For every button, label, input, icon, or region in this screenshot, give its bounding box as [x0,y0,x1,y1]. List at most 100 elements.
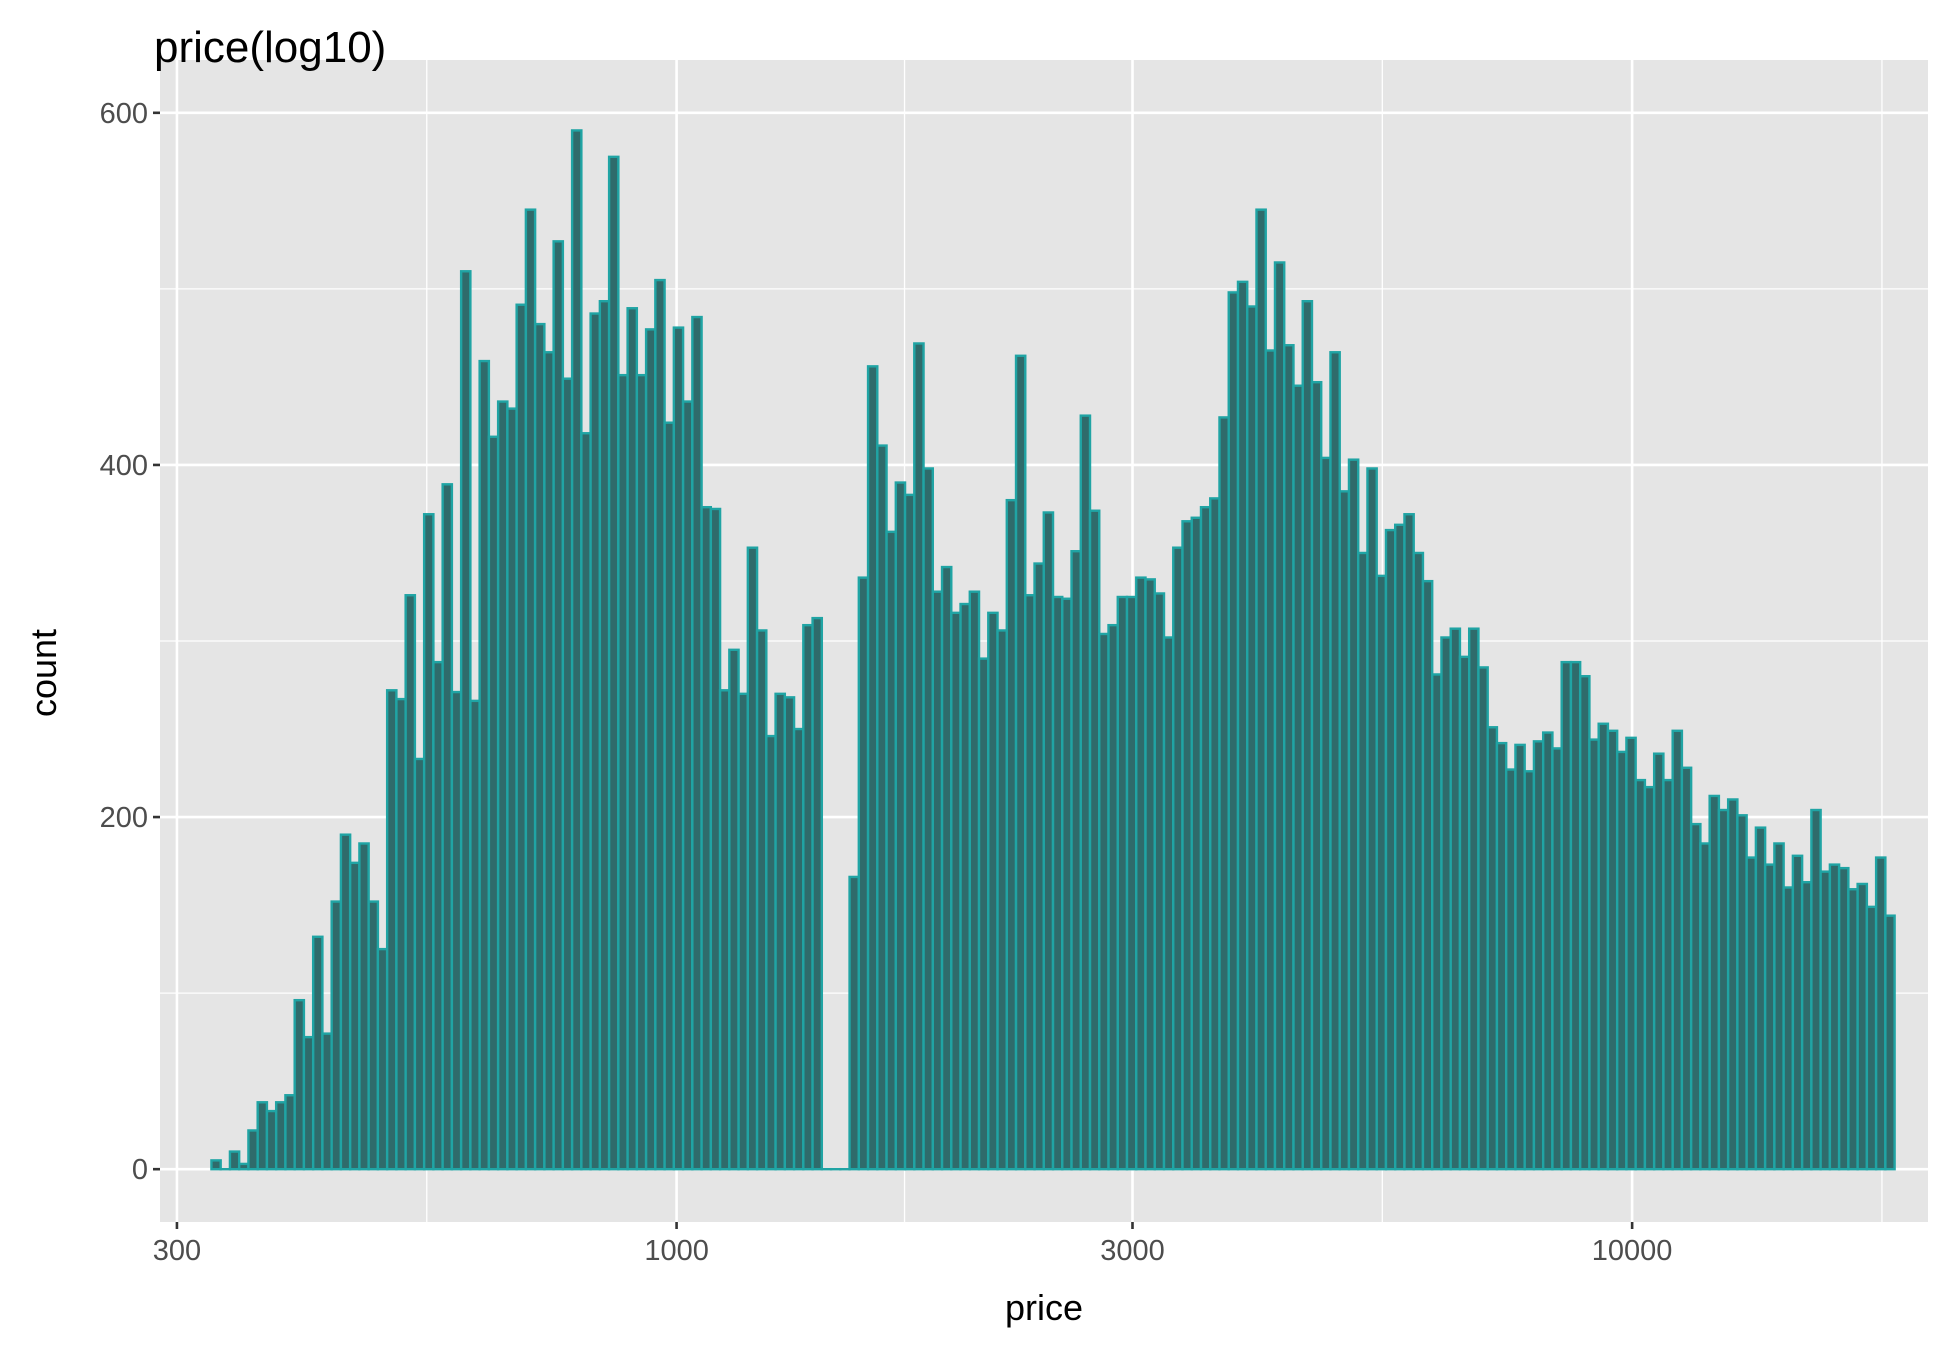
histogram-bar [1330,352,1339,1169]
histogram-bar [285,1095,294,1169]
histogram-bar [1673,731,1682,1169]
histogram-bar [628,308,637,1169]
histogram-bar [1062,599,1071,1169]
histogram-bar [1377,576,1386,1169]
histogram-bar [794,729,803,1169]
histogram-bar [942,567,951,1169]
histogram-bar [313,937,322,1169]
histogram-bar [720,690,729,1169]
histogram-bar [702,507,711,1169]
histogram-bar [729,650,738,1169]
histogram-bar [1534,741,1543,1169]
histogram-bar [1081,416,1090,1170]
histogram-bar [785,697,794,1169]
histogram-bar [1626,738,1635,1169]
histogram-bar [1700,843,1709,1169]
histogram-bar [1146,579,1155,1169]
histogram-bar [1784,887,1793,1169]
histogram-bar [637,375,646,1169]
histogram-bar [609,157,618,1169]
histogram-bar [618,375,627,1169]
histogram-bar [1182,521,1191,1169]
histogram-bar [211,1160,220,1169]
histogram-bar [766,736,775,1169]
histogram-bar [295,1000,304,1169]
y-axis-title: count [23,629,64,717]
histogram-bar [396,699,405,1169]
histogram-bar [1571,662,1580,1169]
histogram-bar [1515,745,1524,1169]
histogram-bar [1858,884,1867,1169]
histogram-bar [572,130,581,1169]
histogram-bar [369,902,378,1170]
histogram-bar [239,1164,248,1169]
histogram-bar [1497,743,1506,1169]
histogram-bar [905,495,914,1169]
histogram-bar [1044,512,1053,1169]
histogram-bar [1774,843,1783,1169]
histogram-bar [1210,498,1219,1169]
histogram-bar [1358,553,1367,1169]
histogram-bar [1423,581,1432,1169]
histogram-bar [859,578,868,1170]
histogram-bar [1284,345,1293,1169]
histogram-bar [424,514,433,1169]
histogram-bar [1099,634,1108,1169]
histogram-bar [1719,810,1728,1169]
histogram-bar [1164,637,1173,1169]
histogram-bar [1275,262,1284,1169]
histogram-bar [1848,889,1857,1169]
histogram-bar [1229,292,1238,1169]
histogram-bar [1765,865,1774,1170]
histogram-bar [1266,351,1275,1170]
histogram-bar [1016,356,1025,1169]
histogram-bar [924,468,933,1169]
histogram-bar [230,1152,239,1170]
histogram-bar [535,324,544,1169]
histogram-bar [480,361,489,1169]
x-tick-label: 10000 [1592,1235,1673,1267]
histogram-bar [1192,518,1201,1169]
histogram-bar [1312,382,1321,1169]
x-tick-label: 1000 [644,1235,709,1267]
histogram-bar [1756,828,1765,1170]
histogram-bar [1747,858,1756,1170]
histogram-bar [1469,629,1478,1170]
histogram-bar [563,379,572,1170]
histogram-bar [1654,754,1663,1170]
histogram-bar [1876,858,1885,1170]
histogram-bar [1839,868,1848,1169]
histogram-bar [692,317,701,1169]
histogram-bar [1506,770,1515,1170]
histogram-bar [600,301,609,1169]
histogram-bar [951,613,960,1169]
x-tick-label: 3000 [1100,1235,1165,1267]
histogram-bar [896,483,905,1170]
y-tick-label: 600 [100,98,148,130]
histogram-bar [1136,578,1145,1170]
histogram-bar [674,328,683,1170]
histogram-bar [544,352,553,1169]
histogram-bar [1451,629,1460,1170]
histogram-bar [1256,210,1265,1170]
histogram-bar [433,662,442,1169]
histogram-bar [665,423,674,1169]
histogram-bar [359,843,368,1169]
histogram-bar [248,1130,257,1169]
histogram-bar [739,694,748,1169]
histogram-bar [877,446,886,1170]
x-axis-title: price [1005,1287,1083,1328]
histogram-bar [1885,916,1894,1170]
histogram-bar [1303,301,1312,1169]
histogram-bar [470,701,479,1169]
histogram-bar [1460,657,1469,1169]
histogram-bar [507,409,516,1170]
histogram-bar [1414,553,1423,1169]
histogram-bar [350,863,359,1169]
histogram-bar [1608,731,1617,1169]
histogram-bar [489,437,498,1169]
histogram-bar [1710,796,1719,1169]
histogram-bar [1617,752,1626,1169]
